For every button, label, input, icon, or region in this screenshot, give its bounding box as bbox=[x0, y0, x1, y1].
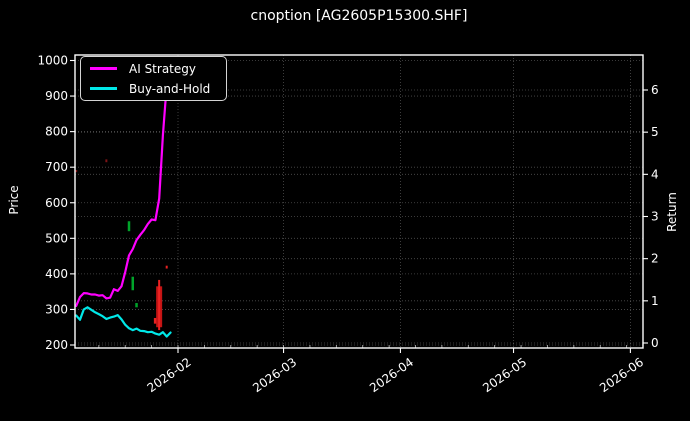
svg-text:400: 400 bbox=[45, 267, 68, 281]
ai-strategy-line bbox=[75, 77, 172, 307]
price-tick-labels: 200 300 400 500 600 700 800 900 1000 bbox=[37, 54, 75, 352]
price-axis-label: Price bbox=[7, 185, 21, 215]
gridlines bbox=[75, 55, 643, 348]
trade-marker-bar bbox=[158, 279, 161, 331]
svg-text:5: 5 bbox=[651, 125, 659, 139]
trade-marker-bar bbox=[165, 265, 168, 269]
svg-text:200: 200 bbox=[45, 338, 68, 352]
svg-text:300: 300 bbox=[45, 302, 68, 316]
return-tick-labels: 0 1 2 3 4 5 6 bbox=[643, 83, 659, 350]
series-lines bbox=[75, 77, 172, 338]
return-axis-label: Return bbox=[665, 192, 679, 232]
trade-markers bbox=[75, 159, 168, 331]
buy-and-hold-line bbox=[75, 306, 172, 338]
trade-marker-bar bbox=[127, 221, 131, 232]
legend-label-ai-strategy: AI Strategy bbox=[129, 61, 196, 76]
svg-text:600: 600 bbox=[45, 196, 68, 210]
trade-marker-bar bbox=[131, 276, 135, 291]
buy-and-hold-swatch bbox=[90, 87, 117, 90]
legend: AI Strategy Buy-and-Hold bbox=[80, 56, 227, 101]
svg-text:2: 2 bbox=[651, 252, 659, 266]
svg-text:6: 6 bbox=[651, 83, 659, 97]
x-tick-labels: 2026-02 2026-03 2026-04 2026-05 2026-06 bbox=[145, 348, 646, 395]
legend-item-buy-and-hold: Buy-and-Hold bbox=[90, 80, 226, 97]
plot-border bbox=[74, 54, 644, 349]
ai-strategy-swatch bbox=[90, 67, 117, 70]
svg-text:2026-03: 2026-03 bbox=[250, 355, 299, 395]
trade-marker-bar bbox=[135, 303, 138, 308]
svg-text:700: 700 bbox=[45, 160, 68, 174]
svg-text:800: 800 bbox=[45, 125, 68, 139]
svg-text:500: 500 bbox=[45, 231, 68, 245]
legend-item-ai-strategy: AI Strategy bbox=[90, 60, 226, 77]
svg-text:0: 0 bbox=[651, 336, 659, 350]
svg-text:2026-04: 2026-04 bbox=[367, 355, 416, 395]
trade-marker-bar bbox=[105, 159, 108, 163]
chart-title: cnoption [AG2605P15300.SHF] bbox=[250, 8, 468, 24]
svg-text:1000: 1000 bbox=[37, 54, 68, 68]
legend-label-buy-and-hold: Buy-and-Hold bbox=[129, 81, 211, 96]
trade-marker-bar bbox=[153, 317, 157, 324]
svg-text:900: 900 bbox=[45, 89, 68, 103]
svg-text:1: 1 bbox=[651, 294, 659, 308]
svg-text:2026-02: 2026-02 bbox=[145, 355, 194, 395]
svg-text:2026-05: 2026-05 bbox=[480, 355, 529, 395]
svg-text:3: 3 bbox=[651, 210, 659, 224]
svg-text:4: 4 bbox=[651, 167, 659, 181]
svg-text:2026-06: 2026-06 bbox=[597, 355, 646, 395]
trade-marker-bar bbox=[75, 170, 78, 173]
